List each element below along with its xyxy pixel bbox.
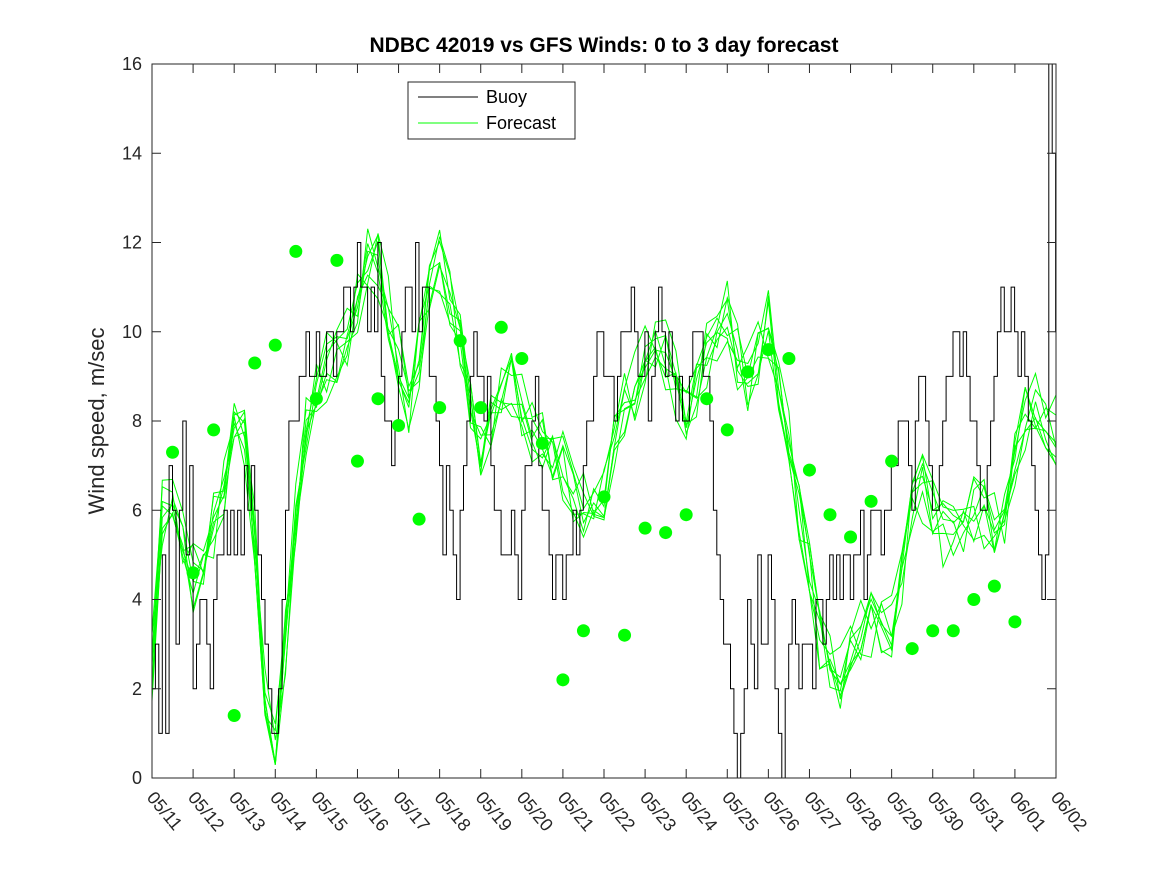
x-tick-label: 05/13 <box>225 788 269 835</box>
x-tick-label: 05/18 <box>431 788 475 835</box>
forecast-marker <box>761 343 775 357</box>
x-tick-label: 05/19 <box>472 788 516 835</box>
x-tick-label: 05/27 <box>800 788 844 835</box>
buoy-series <box>152 63 1057 779</box>
x-tick-label: 05/14 <box>266 788 310 835</box>
x-tick-label: 05/23 <box>636 788 680 835</box>
forecast-marker <box>268 338 282 352</box>
legend-forecast-label: Forecast <box>486 113 556 133</box>
forecast-marker <box>844 530 858 544</box>
legend-box <box>407 81 576 140</box>
forecast-marker <box>474 401 488 415</box>
x-tick-label: 05/21 <box>554 788 598 835</box>
x-tick-label: 05/16 <box>348 788 392 835</box>
forecast-marker <box>515 352 529 366</box>
forecast-marker <box>433 401 447 415</box>
x-tick-label: 05/29 <box>883 788 927 835</box>
x-tick-label: 05/25 <box>718 788 762 835</box>
x-tick-label: 05/30 <box>924 788 968 835</box>
x-tick-label: 06/02 <box>1047 788 1091 835</box>
forecast-markers <box>166 244 1022 723</box>
forecast-marker <box>946 624 960 638</box>
forecast-run-line <box>151 228 1057 765</box>
forecast-marker <box>720 423 734 437</box>
forecast-marker <box>597 490 611 504</box>
x-tick-label: 05/22 <box>595 788 639 835</box>
x-tick-label: 05/20 <box>513 788 557 835</box>
forecast-marker <box>679 508 693 522</box>
forecast-marker <box>330 253 344 267</box>
forecast-marker <box>186 566 200 580</box>
forecast-marker <box>823 508 837 522</box>
forecast-marker <box>309 392 323 406</box>
forecast-series <box>151 228 1057 765</box>
chart-title: NDBC 42019 vs GFS Winds: 0 to 3 day fore… <box>370 34 839 57</box>
forecast-marker <box>700 392 714 406</box>
y-tick-label: 16 <box>122 54 142 74</box>
forecast-marker <box>453 334 467 348</box>
y-tick-label: 10 <box>122 322 142 342</box>
forecast-marker <box>207 423 221 437</box>
y-tick-label: 0 <box>132 768 142 788</box>
x-tick-label: 05/28 <box>841 788 885 835</box>
forecast-marker <box>926 624 940 638</box>
buoy-line <box>152 63 1057 779</box>
forecast-marker <box>166 445 180 459</box>
forecast-marker <box>412 512 426 526</box>
forecast-marker <box>864 494 878 508</box>
legend: Buoy Forecast <box>407 81 576 140</box>
forecast-marker <box>782 352 796 366</box>
y-tick-label: 6 <box>132 500 142 520</box>
x-tick-label: 06/01 <box>1006 788 1050 835</box>
x-tick-label: 05/17 <box>389 788 433 835</box>
forecast-marker <box>885 454 899 468</box>
y-tick-label: 8 <box>132 411 142 431</box>
y-tick-label: 14 <box>122 143 142 163</box>
forecast-marker <box>802 463 816 477</box>
forecast-marker <box>741 365 755 379</box>
forecast-marker <box>227 709 241 723</box>
y-tick-label: 2 <box>132 679 142 699</box>
y-axis-label: Wind speed, m/sec <box>84 327 109 514</box>
forecast-marker <box>905 642 919 656</box>
forecast-marker <box>638 521 652 535</box>
y-tick-label: 12 <box>122 233 142 253</box>
forecast-run-line <box>151 250 1057 765</box>
legend-buoy-label: Buoy <box>486 87 527 107</box>
x-tick-label: 05/12 <box>184 788 228 835</box>
x-tick-label: 05/26 <box>759 788 803 835</box>
forecast-marker <box>967 593 981 606</box>
forecast-marker <box>659 526 673 540</box>
forecast-marker <box>987 579 1001 593</box>
y-axis: 0 2 4 6 8 10 12 14 16 <box>122 54 1056 788</box>
forecast-marker <box>371 392 385 406</box>
y-tick-label: 4 <box>132 590 142 610</box>
forecast-marker <box>289 244 303 258</box>
forecast-marker <box>1008 615 1022 629</box>
plot-area <box>152 64 1056 778</box>
forecast-marker <box>556 673 570 687</box>
forecast-marker <box>392 418 406 432</box>
forecast-marker <box>350 454 364 468</box>
forecast-marker <box>494 320 508 334</box>
forecast-marker <box>535 436 549 450</box>
x-tick-label: 05/31 <box>965 788 1009 835</box>
forecast-marker <box>576 624 590 638</box>
x-tick-label: 05/24 <box>677 788 721 835</box>
x-tick-label: 05/11 <box>143 788 186 834</box>
forecast-marker <box>618 628 632 642</box>
forecast-marker <box>248 356 262 370</box>
x-tick-label: 05/15 <box>307 788 351 835</box>
